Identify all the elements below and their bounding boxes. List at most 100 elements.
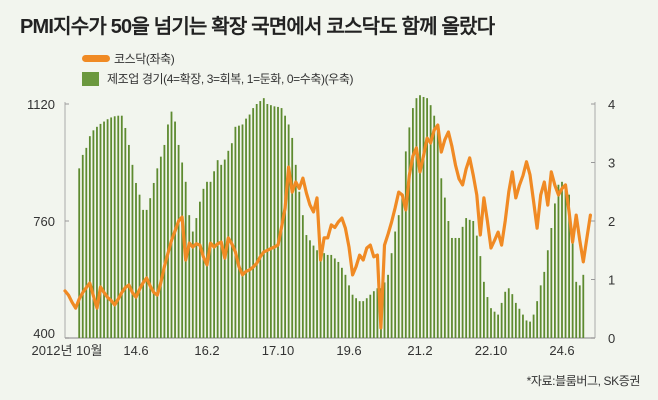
- right-tick-label: 2: [608, 214, 615, 229]
- bar-manufacturing: [550, 228, 553, 338]
- bar-manufacturing: [85, 147, 88, 338]
- bar-manufacturing: [514, 302, 517, 338]
- bar-manufacturing: [394, 231, 397, 338]
- bar-manufacturing: [326, 254, 329, 338]
- bar-manufacturing: [202, 188, 205, 338]
- bar-manufacturing: [259, 101, 262, 338]
- bar-manufacturing: [571, 235, 574, 338]
- bar-manufacturing: [429, 105, 432, 338]
- bar-manufacturing: [124, 127, 127, 338]
- bar-manufacturing: [131, 164, 134, 338]
- bar-manufacturing: [195, 218, 198, 338]
- bar-manufacturing: [248, 114, 251, 338]
- bar-manufacturing: [408, 127, 411, 339]
- bar-manufacturing: [220, 164, 223, 338]
- bar-manufacturing: [522, 314, 524, 338]
- bar-manufacturing: [507, 288, 510, 338]
- bar-manufacturing: [543, 271, 546, 338]
- bar-manufacturing: [387, 274, 389, 338]
- x-tick-label: 16.2: [194, 343, 219, 358]
- x-tick-label: 21.2: [407, 343, 432, 358]
- bar-manufacturing: [575, 281, 578, 338]
- bar-manufacturing: [312, 245, 315, 338]
- bar-manufacturing: [316, 250, 318, 338]
- bar-manufacturing: [135, 182, 137, 338]
- bar-manufacturing: [461, 226, 464, 338]
- bar-manufacturing: [188, 215, 191, 338]
- x-tick-label: 17.10: [262, 343, 295, 358]
- bar-manufacturing: [81, 154, 84, 338]
- bar-manufacturing: [245, 118, 247, 338]
- left-tick-label: 400: [33, 326, 55, 341]
- bar-manufacturing: [287, 124, 290, 338]
- bar-manufacturing: [397, 215, 400, 338]
- bar-manufacturing: [323, 253, 326, 338]
- bar-manufacturing: [305, 235, 308, 338]
- bar-manufacturing: [96, 126, 98, 338]
- bar-manufacturing: [468, 219, 471, 338]
- bar-manufacturing: [518, 308, 521, 338]
- bar-manufacturing: [419, 95, 421, 338]
- bar-manufacturing: [273, 106, 276, 338]
- bar-manufacturing: [454, 237, 457, 338]
- bar-manufacturing: [479, 256, 482, 338]
- bar-manufacturing: [301, 215, 304, 338]
- legend-line-swatch: [82, 55, 110, 62]
- bar-manufacturing: [415, 98, 418, 339]
- bar-manufacturing: [238, 125, 240, 339]
- bar-manufacturing: [536, 301, 539, 338]
- bar-manufacturing: [372, 291, 375, 338]
- bar-manufacturing: [376, 288, 379, 338]
- x-tick-label: 19.6: [336, 343, 361, 358]
- bar-manufacturing: [145, 209, 148, 338]
- bar-manufacturing: [128, 144, 130, 338]
- bar-manufacturing: [167, 124, 169, 338]
- bar-manufacturing: [156, 168, 159, 338]
- bar-manufacturing: [99, 123, 102, 338]
- chart-title: PMI지수가 50을 넘기는 확장 국면에서 코스닥도 함께 올랐다: [20, 16, 495, 38]
- left-tick-label: 760: [33, 214, 55, 229]
- bar-manufacturing: [525, 320, 528, 338]
- bar-manufacturing: [451, 237, 453, 338]
- bar-manufacturing: [475, 235, 478, 338]
- line-kosdaq: [63, 123, 593, 330]
- legend-item-kosdaq: 코스닥(좌축): [82, 50, 175, 67]
- bar-manufacturing: [433, 115, 436, 338]
- bar-manufacturing: [277, 106, 279, 338]
- bar-manufacturing: [539, 285, 542, 338]
- bar-manufacturing: [472, 221, 475, 338]
- bar-manufacturing: [561, 181, 563, 338]
- legend-item-manufacturing: 제조업 경기(4=확장, 3=회복, 1=둔화, 0=수축)(우축): [82, 70, 353, 87]
- bar-manufacturing: [362, 301, 365, 338]
- legend-label-kosdaq: 코스닥(좌축): [114, 52, 175, 66]
- bar-manufacturing: [319, 251, 322, 338]
- right-tick-label: 3: [608, 156, 615, 171]
- bar-manufacturing: [113, 116, 116, 338]
- bar-manufacturing: [106, 119, 109, 339]
- bar-manufacturing: [412, 108, 414, 338]
- bar-manufacturing: [443, 197, 446, 338]
- bar-manufacturing: [337, 261, 340, 338]
- bar-manufacturing: [333, 258, 336, 338]
- bar-manufacturing: [284, 115, 286, 338]
- bar-manufacturing: [568, 194, 570, 338]
- bar-manufacturing: [149, 198, 152, 338]
- bar-manufacturing: [490, 308, 492, 338]
- bar-manufacturing: [436, 127, 439, 338]
- bar-manufacturing: [163, 144, 166, 338]
- bar-manufacturing: [578, 285, 581, 338]
- bar-manufacturing: [191, 231, 194, 338]
- bar-manufacturing: [230, 143, 233, 338]
- bar-manufacturing: [255, 104, 258, 338]
- bar-manufacturing: [177, 144, 180, 338]
- bar-manufacturing: [103, 121, 105, 338]
- bar-manufacturing: [270, 105, 272, 338]
- bar-manufacturing: [582, 274, 585, 338]
- bar-manufacturing: [440, 178, 443, 338]
- bar-manufacturing: [152, 182, 155, 338]
- bar-manufacturing: [92, 130, 95, 338]
- bar-manufacturing: [120, 115, 123, 338]
- bar-manufacturing: [546, 250, 549, 338]
- bar-manufacturing: [142, 209, 144, 338]
